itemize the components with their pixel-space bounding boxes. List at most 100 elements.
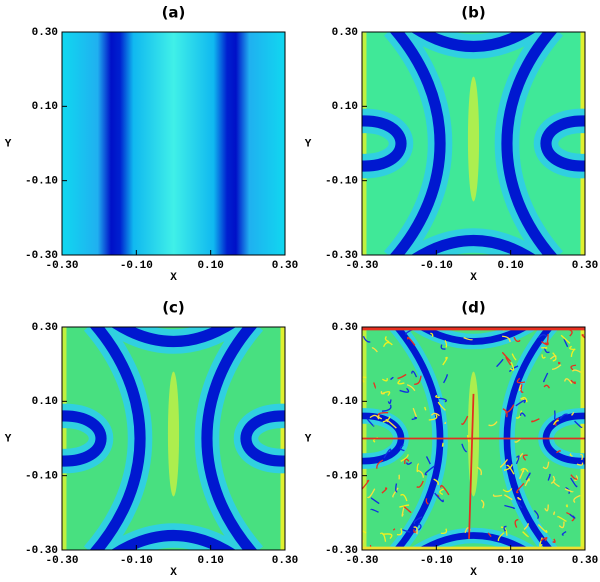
turbulence: [499, 459, 509, 468]
turbulence: [543, 347, 550, 354]
y-axis-label: Y: [5, 138, 12, 150]
turbulence: [581, 334, 585, 339]
turbulence: [516, 482, 525, 494]
turbulence: [576, 462, 584, 466]
turbulence: [513, 336, 521, 343]
turbulence: [565, 504, 568, 508]
y-tick-label: -0.10: [25, 471, 58, 483]
turbulence: [540, 340, 549, 346]
turbulence: [553, 511, 556, 516]
field-band: [89, 327, 146, 550]
turbulence: [430, 412, 440, 417]
turbulence: [440, 528, 448, 535]
y-tick-label: 0.30: [332, 27, 358, 39]
turbulence: [505, 357, 512, 366]
turbulence: [424, 406, 427, 411]
turbulence: [399, 444, 405, 452]
y-tick-label: 0.30: [332, 322, 358, 334]
turbulence: [541, 354, 546, 359]
x-tick-label: 0.30: [572, 555, 598, 567]
turbulence: [517, 496, 522, 501]
turbulence: [411, 370, 418, 378]
turbulence: [466, 434, 470, 443]
y-tick-label: 0.10: [32, 101, 58, 113]
turbulence: [406, 384, 416, 392]
turbulence: [569, 453, 573, 457]
turbulence: [556, 450, 561, 454]
turbulence: [412, 407, 417, 417]
turbulence: [369, 544, 372, 550]
turbulence: [544, 504, 549, 512]
turbulence: [522, 531, 529, 538]
field-image: [62, 32, 285, 255]
x-tick-label: -0.30: [345, 555, 378, 567]
panel-title: (c): [162, 299, 185, 317]
panel: (a) -0.30 -0.10 0.10 0.30 -0.30 -0.10 0.10 0.30 X…: [5, 4, 299, 284]
panel-title: (a): [162, 4, 186, 22]
turbulence: [570, 474, 578, 480]
x-tick-label: 0.10: [497, 260, 523, 272]
y-tick-label: -0.30: [25, 250, 58, 262]
turbulence: [371, 347, 378, 353]
turbulence: [523, 523, 529, 530]
turbulence: [543, 372, 549, 383]
y-tick-label: -0.10: [325, 176, 358, 188]
turbulence: [385, 419, 397, 429]
turbulence: [400, 454, 409, 462]
field-band: [540, 115, 585, 172]
turbulence: [503, 525, 507, 532]
turbulence: [518, 384, 522, 391]
turbulence: [444, 421, 447, 425]
turbulence: [492, 494, 503, 497]
turbulence: [550, 475, 556, 484]
turbulence: [383, 448, 392, 459]
turbulence: [438, 397, 447, 403]
center-streak: [467, 371, 480, 497]
turbulence: [416, 463, 420, 473]
turbulence: [558, 361, 561, 365]
turbulence: [547, 473, 551, 481]
center-streak: [167, 371, 180, 497]
turbulence: [387, 399, 392, 405]
turbulence: [425, 498, 429, 505]
turbulence: [460, 415, 469, 426]
turbulence: [502, 352, 512, 363]
turbulence: [505, 404, 515, 414]
turbulence: [500, 526, 508, 536]
turbulence: [381, 487, 388, 494]
turbulence: [370, 508, 379, 513]
turbulence: [411, 416, 418, 421]
turbulence: [519, 467, 526, 480]
edge-left: [362, 32, 367, 255]
turbulence: [480, 499, 485, 509]
turbulence: [496, 358, 504, 368]
turbulence: [515, 455, 520, 465]
x-tick-label: 0.10: [497, 555, 523, 567]
turbulence: [570, 348, 576, 357]
y-tick-label: -0.30: [25, 545, 58, 557]
turbulence: [435, 394, 440, 399]
field-band: [111, 529, 236, 550]
turbulence: [369, 414, 380, 420]
turbulence: [413, 526, 418, 535]
turbulence: [390, 376, 394, 381]
turbulence: [544, 333, 549, 345]
turbulence: [382, 341, 393, 348]
turbulence: [516, 500, 523, 509]
turbulence: [402, 505, 412, 513]
turbulence: [424, 465, 435, 476]
turbulence: [516, 377, 526, 384]
turbulence: [574, 475, 579, 482]
turbulence: [397, 373, 407, 380]
frame: [61, 326, 286, 551]
field-band: [411, 234, 536, 255]
x-tick-label: 0.30: [272, 260, 298, 272]
turbulence: [401, 529, 411, 533]
y-tick-label: 0.10: [332, 101, 358, 113]
center-streak: [467, 76, 480, 202]
y-axis-label: Y: [5, 433, 12, 445]
edge-top: [362, 327, 585, 331]
turbulence: [559, 413, 569, 420]
turbulence: [509, 362, 515, 371]
turbulence: [437, 401, 446, 411]
